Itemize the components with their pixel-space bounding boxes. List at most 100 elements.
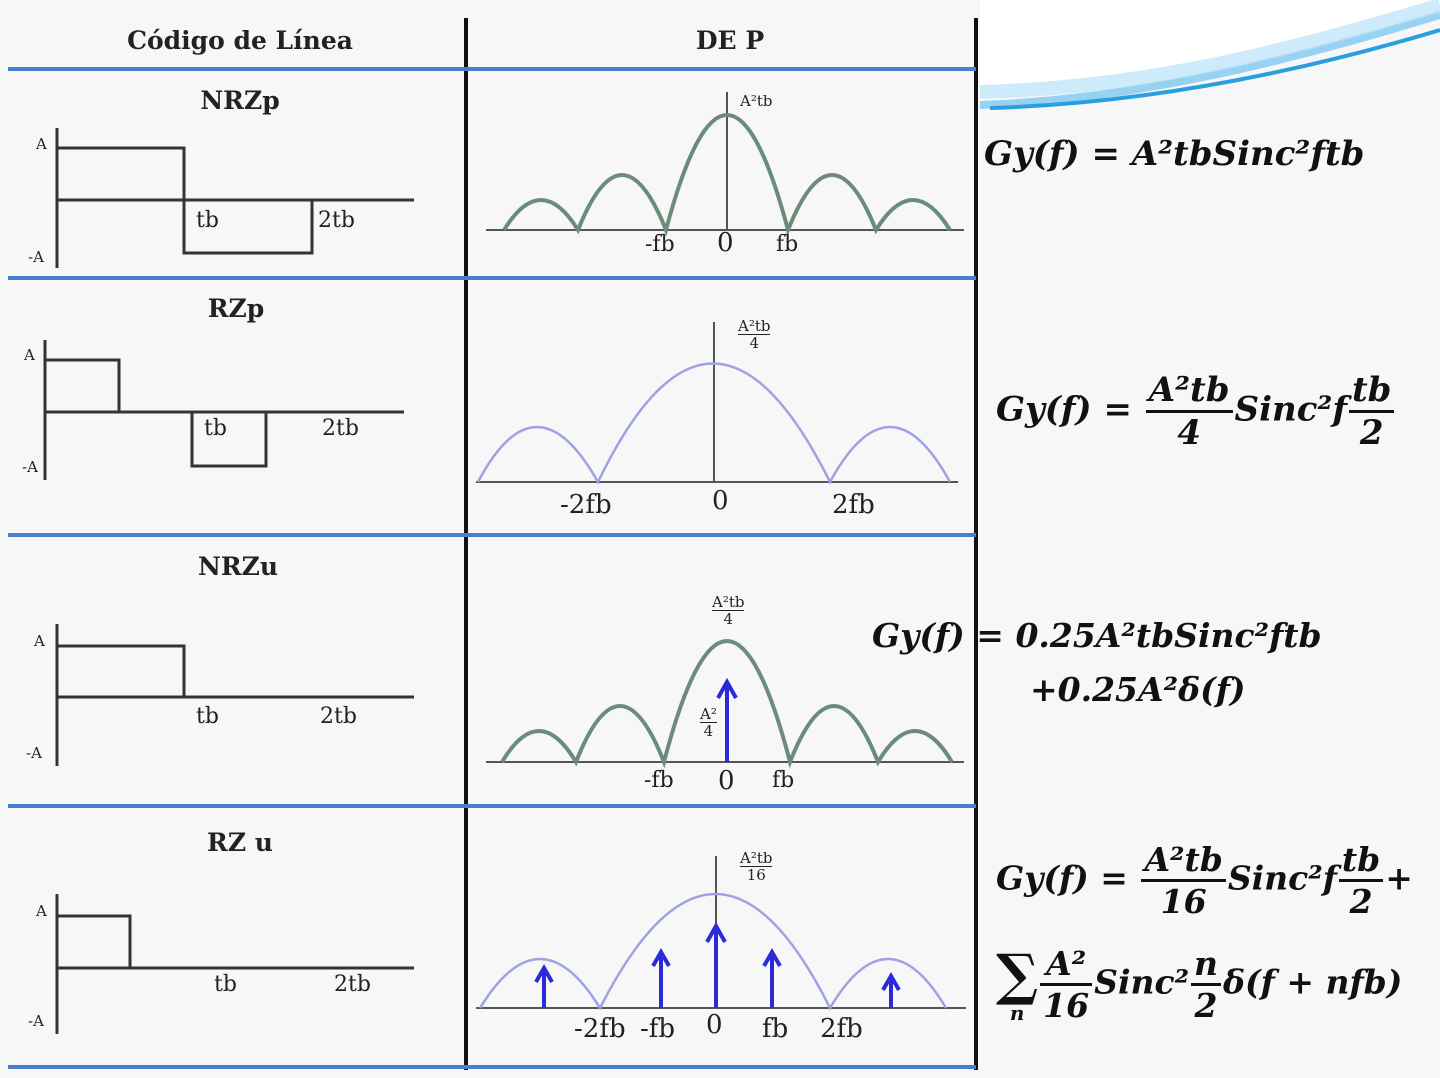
- psd-peak-fraction: A²tb 16: [740, 849, 773, 884]
- psd-peak-den: 4: [723, 610, 734, 628]
- formula-eq: =: [976, 616, 1004, 655]
- formula-lhs: Gy(f): [996, 858, 1089, 898]
- psd-zero-label: 0: [706, 1010, 723, 1040]
- psd-peak-den: 16: [746, 866, 766, 884]
- fraction-denominator: 16: [1043, 986, 1090, 1025]
- t2-label: 2tb: [320, 704, 357, 729]
- psd-peak-label: A²tb: [740, 92, 773, 110]
- amp-neg-label: -A: [22, 458, 38, 476]
- psd-peak-fraction: A²tb 4: [712, 593, 745, 628]
- summation: ∑ n: [996, 947, 1038, 1023]
- sum-symbol: ∑: [996, 941, 1039, 1008]
- formula-fraction-2: tb 2: [1348, 370, 1395, 453]
- amp-neg-label: -A: [26, 744, 42, 762]
- formula-eq: =: [1091, 134, 1120, 174]
- psd-peak-num: A²tb: [738, 317, 771, 335]
- psd-pos2-label: 2fb: [820, 1014, 863, 1044]
- row-title-rzp: RZp: [207, 294, 265, 323]
- sum-index: n: [1009, 1000, 1025, 1025]
- t2-label: 2tb: [318, 208, 355, 233]
- fraction-numerator: tb: [1338, 840, 1384, 882]
- formula-fraction-3: A² 16: [1040, 944, 1093, 1025]
- amp-pos-label: A: [36, 902, 47, 920]
- psd-neg1-label: -fb: [640, 1014, 676, 1044]
- formula-mid: Sinc²f: [1227, 858, 1337, 898]
- decorative-wave: [980, 0, 1440, 110]
- row-title-rzu: RZ u: [207, 828, 273, 857]
- rzp-waveform: [43, 340, 404, 480]
- formula-lhs: Gy(f): [996, 389, 1092, 430]
- fraction-numerator: n: [1191, 944, 1222, 986]
- formula-rhs: A²tbSinc²ftb: [1131, 134, 1365, 174]
- psd-neg-label: -fb: [644, 768, 674, 793]
- nrzp-waveform: [55, 128, 414, 268]
- t2-label: 2tb: [322, 416, 359, 441]
- t1-label: tb: [196, 208, 219, 233]
- formula-nrzu: Gy(f) = 0.25A²tbSinc²ftb: [872, 616, 1322, 655]
- psd-peak-num: A²tb: [740, 849, 773, 867]
- formula-mid: Sinc²f: [1234, 389, 1347, 430]
- impulse-train: [534, 921, 901, 1008]
- fraction-numerator: A²tb: [1145, 370, 1233, 413]
- psd-peak-num: A²tb: [712, 593, 745, 611]
- rzu-psd: [476, 856, 966, 1011]
- formula-mid2: Sinc²: [1094, 962, 1190, 1002]
- amp-pos-label: A: [24, 346, 35, 364]
- psd-pos-label: fb: [772, 768, 795, 793]
- header-line-code: Código de Línea: [127, 26, 353, 55]
- rzu-waveform: [55, 894, 414, 1034]
- rzp-psd: [476, 322, 958, 485]
- amp-pos-label: A: [36, 135, 47, 153]
- formula-fraction-4: n 2: [1191, 944, 1222, 1025]
- fraction-denominator: 4: [1177, 413, 1201, 453]
- formula-eq: =: [1100, 858, 1128, 898]
- row-title-nrzp: NRZp: [200, 86, 280, 115]
- psd-pos-label: 2fb: [832, 490, 875, 520]
- psd-zero-label: 0: [712, 486, 729, 516]
- formula-eq: =: [1103, 389, 1132, 430]
- fraction-numerator: A²tb: [1141, 840, 1226, 882]
- formula-lhs: Gy(f): [872, 616, 965, 655]
- amp-neg-label: -A: [28, 248, 44, 266]
- formula-nrzp: Gy(f) = A²tbSinc²ftb: [984, 134, 1364, 174]
- amp-pos-label: A: [34, 632, 45, 650]
- psd-peak-den: 4: [749, 334, 760, 352]
- formula-rzp: Gy(f) = A²tb 4 Sinc²f tb 2: [996, 370, 1396, 453]
- t1-label: tb: [204, 416, 227, 441]
- formula-fraction: A²tb 4: [1145, 370, 1233, 453]
- formula-fraction-2: tb 2: [1338, 840, 1384, 921]
- formula-rzu-line2: ∑ n A² 16 Sinc² n 2 δ(f + nfb): [996, 944, 1402, 1025]
- psd-neg-label: -fb: [645, 232, 675, 257]
- formula-tail: δ(f + nfb): [1223, 962, 1403, 1002]
- fraction-denominator: 2: [1349, 882, 1373, 921]
- fraction-numerator: tb: [1348, 370, 1395, 413]
- psd-pos1-label: fb: [762, 1014, 789, 1044]
- impulse-den: 4: [703, 722, 714, 740]
- nrzp-psd: [486, 92, 964, 237]
- fraction-numerator: A²: [1040, 944, 1093, 986]
- fraction-denominator: 16: [1160, 882, 1207, 921]
- t1-label: tb: [214, 972, 237, 997]
- impulse-weight-fraction: A² 4: [700, 706, 717, 739]
- row-title-nrzu: NRZu: [197, 552, 279, 581]
- formula-lhs: Gy(f): [984, 134, 1080, 174]
- formula-nrzu-line2: +0.25A²δ(f): [1030, 670, 1246, 709]
- nrzu-waveform: [55, 624, 414, 766]
- t2-label: 2tb: [334, 972, 371, 997]
- psd-zero-label: 0: [718, 766, 735, 796]
- formula-plus: +: [1385, 858, 1413, 898]
- formula-fraction: A²tb 16: [1141, 840, 1226, 921]
- fraction-denominator: 2: [1194, 986, 1218, 1025]
- t1-label: tb: [196, 704, 219, 729]
- formula-rhs: 0.25A²tbSinc²ftb: [1015, 616, 1322, 655]
- fraction-denominator: 2: [1359, 413, 1384, 453]
- header-psd: DE P: [695, 26, 765, 55]
- psd-zero-label: 0: [717, 228, 734, 258]
- nrzu-psd: [486, 639, 964, 769]
- formula-rzu-line1: Gy(f) = A²tb 16 Sinc²f tb 2 +: [996, 840, 1413, 921]
- psd-pos-label: fb: [776, 232, 799, 257]
- psd-neg2-label: -2fb: [574, 1014, 626, 1044]
- impulse-num: A²: [700, 705, 717, 723]
